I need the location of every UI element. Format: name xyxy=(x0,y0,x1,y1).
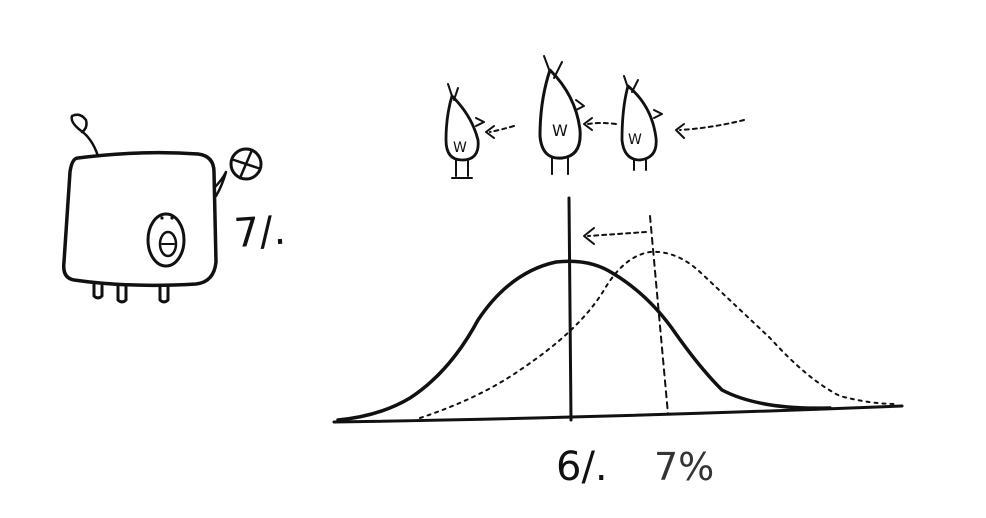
piggy-bank-icon xyxy=(61,113,228,304)
bird-middle: W xyxy=(538,55,585,175)
shifted-mean-label: 7% xyxy=(654,445,714,489)
shifted-mean-line xyxy=(649,215,669,415)
distribution-chart xyxy=(332,196,904,424)
bird-letter: W xyxy=(628,132,642,148)
piggy-rate-label: 7/. xyxy=(233,208,288,257)
shifted-distribution-curve xyxy=(419,250,897,419)
bird-letter: W xyxy=(453,140,467,156)
coin-icon xyxy=(229,147,263,181)
current-mean-label: 6/. xyxy=(556,444,608,490)
dashed-arrow-icon xyxy=(583,117,617,131)
current-distribution-curve xyxy=(336,259,832,422)
current-mean-line xyxy=(567,196,573,422)
dashed-arrow-icon xyxy=(675,119,745,139)
bird-letter: W xyxy=(552,121,568,140)
bird-right: W xyxy=(620,75,663,171)
bird-left: W xyxy=(444,83,485,179)
dashed-arrow-icon xyxy=(485,125,515,139)
